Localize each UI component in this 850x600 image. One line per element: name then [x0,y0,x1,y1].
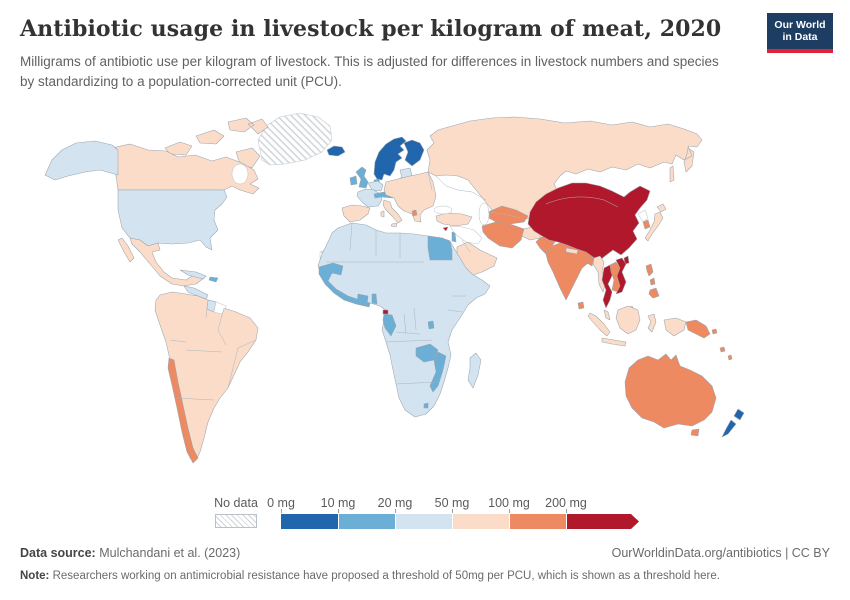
owid-logo-line2: in Data [782,31,818,43]
country-ireland[interactable] [349,175,358,186]
country-hispaniola[interactable] [208,276,219,283]
country-alaska[interactable] [44,140,119,181]
country-mexico[interactable] [117,237,205,287]
country-benin[interactable] [371,293,378,305]
country-russia[interactable] [426,116,703,221]
country-south-korea[interactable] [642,219,651,230]
country-bangladesh[interactable] [586,257,595,267]
data-source-line: Data source: Mulchandani et al. (2023) [20,546,830,560]
owid-logo-line1: Our World [774,18,826,31]
country-germany-benelux[interactable] [367,180,384,192]
country-greenland[interactable] [257,112,333,166]
legend-bin-0-10[interactable] [281,514,338,529]
legend-bin-200plus[interactable] [566,514,623,529]
owid-logo[interactable]: Our World in Data [767,13,833,53]
country-canada[interactable] [111,143,260,195]
country-finland[interactable] [403,139,425,167]
country-japan[interactable] [644,203,667,242]
data-source-value: Mulchandani et al. (2023) [99,546,241,560]
legend-bin-10-20[interactable] [338,514,395,529]
country-iran[interactable] [481,221,525,249]
legend-bin-20-50[interactable] [395,514,452,529]
country-indonesia[interactable] [587,305,687,347]
country-lesotho[interactable] [423,402,429,409]
country-papua-new-guinea[interactable] [685,319,711,339]
legend-tickmark [395,509,396,513]
note-label: Note: [20,570,50,582]
credit-link[interactable]: OurWorldinData.org/antibiotics | CC BY [611,546,830,560]
legend-bin-50-100[interactable] [452,514,509,529]
country-albania[interactable] [411,209,418,217]
note-text: Researchers working on antimicrobial res… [52,570,720,582]
hudson-bay [231,163,249,185]
country-france[interactable] [356,188,383,208]
legend-tick-1: 10 mg [320,496,356,510]
country-equatorial-guinea[interactable] [382,309,389,315]
country-tasmania[interactable] [690,428,700,437]
caspian-sea [478,202,490,226]
country-china[interactable] [527,182,651,262]
legend-tick-2: 20 mg [377,496,413,510]
country-rwanda-burundi[interactable] [427,320,435,330]
page-title: Antibiotic usage in livestock per kilogr… [20,16,722,42]
legend-tick-3: 50 mg [434,496,470,510]
chart-subtitle: Milligrams of antibiotic use per kilogra… [20,54,719,90]
country-sri-lanka[interactable] [577,301,585,310]
owid-logo-accent-bar [767,49,833,53]
country-new-zealand[interactable] [721,408,745,438]
country-cuba[interactable] [179,269,207,280]
legend-tickmark [281,509,282,513]
country-vietnam[interactable] [615,257,627,295]
legend-no-data-label: No data [214,496,258,510]
black-sea [433,205,453,215]
legend-tick-5: 200 mg [545,496,587,510]
country-canada-arctic-islands[interactable] [164,117,269,169]
country-iberia[interactable] [341,204,371,223]
country-egypt[interactable] [427,235,453,261]
legend-color-bar [281,514,623,529]
data-source-label: Data source: [20,546,96,560]
country-nepal[interactable] [565,247,579,255]
country-central-america[interactable] [183,285,209,300]
legend-tickmark [566,509,567,513]
note-line: Note: Researchers working on antimicrobi… [20,570,830,582]
country-north-korea[interactable] [637,209,649,223]
country-madagascar[interactable] [467,352,482,389]
legend-tick-0: 0 mg [267,496,295,510]
legend-tickmark [338,509,339,513]
country-israel[interactable] [451,231,457,243]
country-australia[interactable] [624,353,717,429]
internal-borders [169,171,619,401]
country-italy[interactable] [380,199,403,228]
country-eastern-europe[interactable] [383,171,437,223]
country-cyprus[interactable] [442,226,449,232]
legend-no-data-swatch[interactable] [215,514,257,528]
country-west-africa-coast[interactable] [318,262,371,308]
country-iceland[interactable] [326,145,346,157]
legend-tickmark [452,509,453,513]
country-myanmar[interactable] [592,255,607,293]
country-scandinavia[interactable] [373,136,407,181]
legend-bin-100-200[interactable] [509,514,566,529]
country-pacific-islands[interactable] [711,328,733,361]
legend-tick-4: 100 mg [488,496,530,510]
country-chile[interactable] [167,357,199,464]
country-gabon-congo[interactable] [382,313,397,337]
country-syria-iraq[interactable] [449,225,483,245]
country-philippines[interactable] [645,263,660,299]
country-uk[interactable] [355,166,369,189]
legend-arrow-icon [623,514,639,529]
country-turkey[interactable] [435,212,473,227]
legend-tickmark [509,509,510,513]
owid-logo-box: Our World in Data [767,13,833,49]
